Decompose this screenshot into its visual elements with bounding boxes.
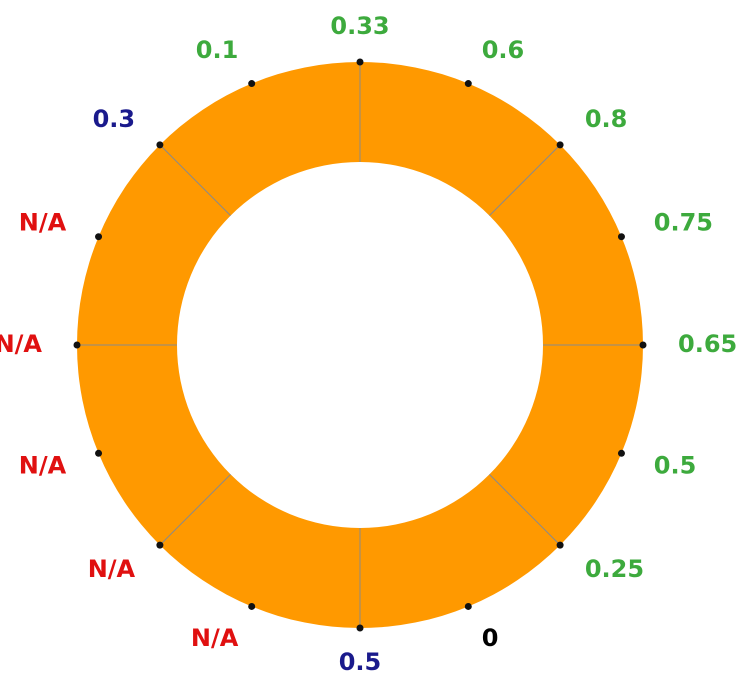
- value-label-10: N/A: [88, 555, 136, 583]
- tick-dot-13: [95, 233, 103, 241]
- tick-dot-10: [156, 541, 164, 549]
- tick-dot-4: [639, 341, 647, 349]
- tick-dot-2: [556, 141, 564, 149]
- segment-divider: [159, 474, 231, 546]
- value-label-7: 0: [482, 624, 499, 652]
- segment-divider: [489, 144, 561, 216]
- value-label-6: 0.25: [585, 555, 644, 583]
- tick-dot-12: [73, 341, 81, 349]
- value-label-11: N/A: [19, 452, 67, 480]
- segment-divider: [159, 144, 231, 216]
- value-label-5: 0.5: [654, 452, 697, 480]
- tick-dot-6: [556, 541, 564, 549]
- tick-dot-1: [464, 80, 472, 88]
- value-label-4: 0.65: [678, 330, 737, 358]
- value-label-13: N/A: [19, 208, 67, 236]
- segment-dividers: [77, 62, 643, 628]
- value-label-9: N/A: [191, 624, 239, 652]
- tick-dot-3: [617, 233, 625, 241]
- value-label-3: 0.75: [654, 208, 713, 236]
- tick-dot-5: [617, 449, 625, 457]
- tick-dot-9: [248, 602, 256, 610]
- value-label-12: N/A: [0, 330, 42, 358]
- value-label-2: 0.8: [585, 105, 628, 133]
- tick-dot-0: [356, 58, 364, 66]
- value-labels: 0.33 0.6 0.8 0.75 0.65 0.5 0.25 0 0.5 N/…: [0, 12, 737, 676]
- segment-divider: [489, 474, 561, 546]
- value-label-8: 0.5: [339, 648, 382, 676]
- value-label-15: 0.1: [196, 36, 239, 64]
- tick-dot-8: [356, 624, 364, 632]
- value-label-0: 0.33: [330, 12, 389, 40]
- value-label-14: 0.3: [93, 105, 136, 133]
- tick-dot-11: [95, 449, 103, 457]
- tick-dot-15: [248, 80, 256, 88]
- tick-dot-7: [464, 602, 472, 610]
- value-label-1: 0.6: [482, 36, 525, 64]
- tick-dot-14: [156, 141, 164, 149]
- tick-dots: [73, 58, 647, 632]
